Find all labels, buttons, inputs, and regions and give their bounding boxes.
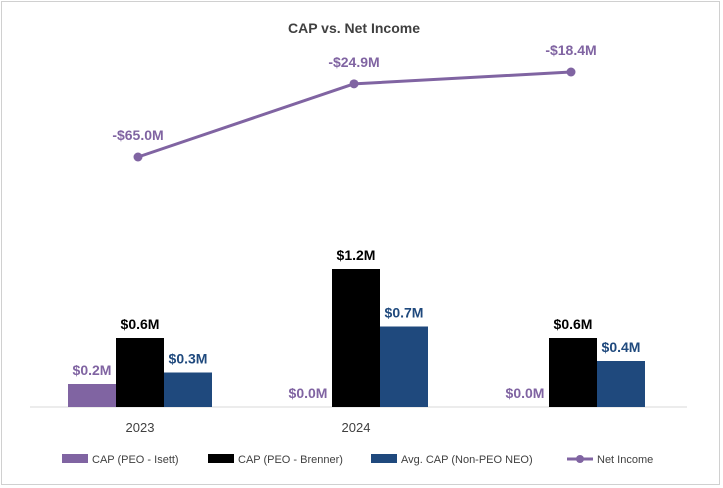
data-label-bar-2-2: $1.2M — [337, 247, 376, 263]
legend-marker — [576, 455, 584, 463]
chart-title: CAP vs. Net Income — [288, 20, 420, 36]
bar-3-2 — [380, 326, 428, 407]
data-label-net-income-1: -$65.0M — [112, 127, 163, 143]
data-label-bar-3-3: $0.4M — [602, 339, 641, 355]
net-income-point-1 — [133, 152, 143, 162]
legend-label-3: Avg. CAP (Non-PEO NEO) — [401, 454, 533, 466]
net-income-line-layer — [133, 67, 576, 162]
data-label-bar-1-3: $0.0M — [506, 385, 545, 401]
bar-3-3 — [597, 361, 645, 407]
bar-3-1 — [164, 372, 212, 407]
data-label-bar-1-2: $0.0M — [289, 385, 328, 401]
net-income-point-3 — [566, 67, 576, 77]
bar-2-2 — [332, 269, 380, 407]
legend-swatch-1 — [62, 454, 88, 463]
net-income-point-2 — [349, 79, 359, 89]
legend-swatch-2 — [208, 454, 234, 463]
bar-1-1 — [68, 384, 116, 407]
legend-swatch-3 — [371, 454, 397, 463]
data-labels-layer: $0.2M $0.0M $0.0M $0.6M $1.2M $0.6M $0.3M $0.7M… — [73, 42, 641, 401]
legend-label-2: CAP (PEO - Brenner) — [238, 454, 343, 466]
x-tick-label-1: 2023 — [126, 420, 155, 435]
bar-2-1 — [116, 338, 164, 407]
bars-layer — [68, 269, 645, 407]
x-tick-label-2: 2024 — [342, 420, 371, 435]
x-axis-tick-labels: 2023 2024 — [126, 420, 371, 435]
data-label-bar-3-1: $0.3M — [169, 351, 208, 367]
data-label-net-income-3: -$18.4M — [545, 42, 596, 58]
legend-label-1: CAP (PEO - Isett) — [92, 454, 179, 466]
data-label-net-income-2: -$24.9M — [328, 54, 379, 70]
bar-2-3 — [549, 338, 597, 407]
data-label-bar-3-2: $0.7M — [385, 305, 424, 321]
legend: CAP (PEO - Isett) CAP (PEO - Brenner) Avg.… — [62, 454, 653, 466]
data-label-bar-1-1: $0.2M — [73, 362, 112, 378]
data-label-bar-2-3: $0.6M — [554, 316, 593, 332]
data-label-bar-2-1: $0.6M — [121, 316, 160, 332]
legend-label-4: Net Income — [597, 454, 653, 466]
